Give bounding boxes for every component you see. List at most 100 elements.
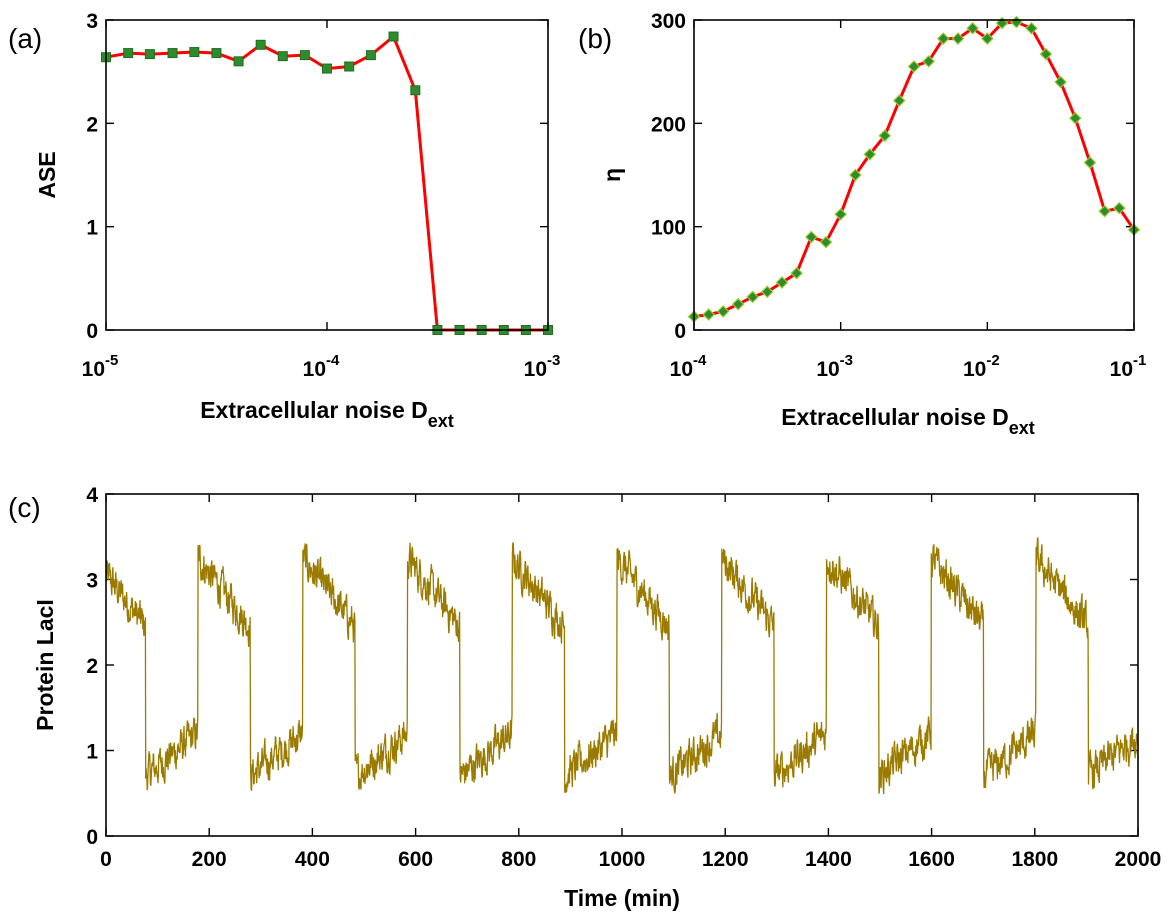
panel-b-marker — [936, 32, 950, 45]
panel-b-marker — [731, 297, 745, 311]
panel-c-ticks: 0 1 2 3 4 0 200 400 600 800 1000 1200 1400 1600 1800 20… — [86, 484, 1161, 871]
panel-b-xtick-base: 10 — [670, 358, 693, 381]
panel-b-marker — [804, 230, 818, 244]
panel-b-marker — [760, 285, 774, 299]
panel-a-marker — [144, 49, 155, 60]
panel-a-marker — [410, 85, 421, 96]
panel-b-marker — [702, 308, 716, 321]
panel-a-label: (a) — [8, 23, 42, 54]
panel-b-xtick-base: 10 — [1110, 358, 1133, 381]
panel-b-marker — [922, 54, 935, 68]
panel-b-xtick-label: 10-4 — [670, 352, 707, 381]
panel-a-xlabel-main: Extracellular noise D — [200, 397, 428, 423]
panel-a-marker — [365, 50, 376, 61]
panel-a-xtick-base: 10 — [524, 358, 547, 381]
panel-c-xtick-label: 2000 — [1115, 848, 1162, 871]
panel-b-marker — [1025, 21, 1038, 35]
panel-c: (c) 0 1 2 3 4 0 200 400 600 800 1000 1200 1400 1600 18… — [8, 484, 1161, 911]
panel-b-marker — [1098, 204, 1112, 218]
panel-b-marker — [878, 129, 892, 143]
panel-b-xtick-exponent: -4 — [693, 352, 707, 369]
panel-b-frame — [693, 19, 1135, 331]
panel-b-xlabel: Extracellular noise Dext — [781, 404, 1035, 438]
panel-b-xtick-label: 10-1 — [1110, 352, 1147, 381]
panel-a-xtick-exponent: -5 — [105, 352, 118, 369]
panel-c-series-line — [105, 537, 1139, 795]
panel-a-marker — [344, 61, 355, 72]
panel-b-marker — [746, 290, 759, 304]
panel-b-marker — [849, 168, 862, 182]
panel-a-ytick-label: 0 — [86, 320, 98, 343]
panel-b-markers — [687, 15, 1141, 323]
panel-a-xtick-label: 10-5 — [82, 352, 119, 381]
panel-c-xtick-label: 1200 — [702, 848, 749, 871]
panel-a-xtick-exponent: -3 — [547, 352, 560, 369]
panel-b-xlabel-sub: ext — [1009, 418, 1035, 438]
panel-b-marker — [775, 276, 789, 289]
panel-a-ylabel: ASE — [34, 151, 60, 198]
panel-b-ylabel: η — [599, 168, 625, 182]
panel-c-xtick-label: 1800 — [1011, 848, 1058, 871]
panel-a-xlabel: Extracellular noise Dext — [200, 397, 454, 431]
panel-a-marker — [299, 50, 310, 61]
panel-a-marker — [255, 39, 266, 50]
panel-b-marker — [834, 207, 848, 221]
panel-a-marker — [233, 56, 244, 67]
panel-b-marker — [863, 147, 877, 161]
panel-a-marker — [211, 48, 222, 59]
panel-b-marker — [1112, 201, 1126, 215]
panel-c-xtick-label: 400 — [295, 848, 330, 871]
panel-a-xtick-exponent: -4 — [326, 352, 340, 369]
panel-b-ytick-label: 300 — [651, 10, 686, 33]
panel-a-markers — [101, 31, 553, 335]
panel-a-marker — [322, 63, 332, 74]
panel-b-xtick-exponent: -1 — [1133, 352, 1146, 369]
panel-a-xlabel-sub: ext — [428, 411, 454, 431]
panel-c-frame — [105, 493, 1139, 837]
panel-b-xtick-exponent: -2 — [986, 352, 999, 369]
panel-c-ytick-label: 1 — [86, 741, 98, 764]
panel-b-ytick-label: 200 — [651, 113, 686, 136]
panel-a-marker — [277, 51, 288, 62]
panel-b-marker — [907, 60, 921, 73]
panel-c-xtick-label: 0 — [100, 848, 112, 871]
panel-c-ytick-label: 0 — [86, 826, 98, 849]
panel-a-ytick-label: 2 — [86, 113, 98, 136]
panel-c-label: (c) — [8, 492, 41, 523]
panel-b-xtick-label: 10-3 — [816, 352, 853, 381]
panel-b-xtick-label: 10-2 — [963, 352, 1000, 381]
panel-a-xtick-base: 10 — [303, 358, 326, 381]
panel-b-marker — [716, 305, 730, 318]
panel-a-marker — [388, 31, 399, 42]
panel-c-xtick-label: 1400 — [805, 848, 852, 871]
panel-c-xtick-label: 800 — [501, 848, 536, 871]
panel-b-xtick-base: 10 — [816, 358, 839, 381]
panel-b-marker — [1083, 156, 1097, 169]
panel-b-marker — [1054, 75, 1067, 89]
panel-b-marker — [980, 32, 994, 45]
panel-b-marker — [1010, 15, 1023, 29]
panel-a-marker — [167, 48, 178, 59]
panel-c-ytick-label: 2 — [86, 655, 98, 678]
panel-c-xlabel: Time (min) — [564, 885, 680, 911]
panel-b-marker — [1068, 111, 1082, 125]
panel-c-xtick-label: 200 — [192, 848, 227, 871]
panel-c-xtick-label: 600 — [398, 848, 433, 871]
panel-b-marker — [790, 266, 803, 280]
panel-c-ytick-label: 4 — [86, 484, 98, 507]
panel-a-frame — [105, 19, 549, 331]
panel-b-marker — [966, 21, 979, 35]
panel-b-ytick-label: 100 — [651, 217, 686, 240]
panel-c-line — [105, 537, 1139, 795]
panel-a-marker — [189, 47, 200, 58]
panel-c-ytick-label: 3 — [86, 570, 98, 593]
panel-b-marker — [1039, 47, 1053, 61]
panel-b-xtick-exponent: -3 — [840, 352, 853, 369]
panel-a-ytick-label: 1 — [86, 217, 98, 240]
panel-a-xtick-label: 10-3 — [524, 352, 561, 381]
panel-b-ytick-label: 0 — [674, 320, 686, 343]
